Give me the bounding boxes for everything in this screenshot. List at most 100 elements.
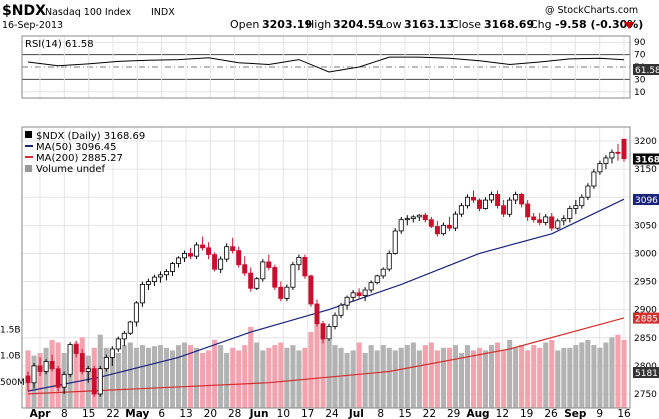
chg-label: Chg [530,18,552,31]
ma200-line [27,317,625,395]
candle-body [242,264,248,274]
candle-body [145,281,151,285]
volume-bar [489,345,495,408]
volume-bar [266,347,272,408]
ma200-badge [633,312,659,324]
volume-bar [242,345,248,408]
price-axis-label: 2850 [634,334,657,344]
volume-bar [591,345,597,408]
legend-symbol-swatch [25,131,32,138]
volume-bar [139,345,145,408]
volume-bar [392,350,398,408]
candle-body [434,226,440,235]
candle-body [350,292,356,298]
candle-body [585,185,591,198]
volume-bar [471,350,477,408]
volume-bar [163,347,169,408]
volume-bar [573,345,579,408]
legend-volume: Volume undef [36,164,106,175]
candle-body [260,261,266,280]
price-axis-label: 3200 [634,137,657,147]
volume-bar [320,337,326,408]
volume-bar [302,347,308,408]
candle-body [555,220,561,229]
chg-value: -9.58 (-0.30%) [555,18,643,31]
x-axis-label: 10 [277,408,290,419]
candle-body [194,244,200,257]
x-axis: Apr 8 15 22 May 6 13 20 28 Jun 10 17 24 Jul 8 15 22 29 Aug… [30,408,631,419]
volume-bar [296,350,302,408]
x-axis-label: 22 [106,408,119,419]
ma50-badge [633,194,659,205]
exchange: INDX [151,7,175,18]
volume-bar [458,353,464,408]
volume-bar [272,345,278,408]
rsi-panel-frame [21,35,631,99]
x-axis-label: 6 [158,408,165,419]
volume-bar [579,342,585,408]
volume-bar [621,339,627,408]
volume-bar [206,350,212,408]
candle-body [302,256,308,277]
x-axis-label: 15 [398,408,411,419]
candle-body [446,224,452,229]
volume-bar [338,347,344,408]
volume-bar [555,350,561,408]
candle-body [356,292,362,296]
volume-bar [121,345,127,408]
volume-bar [398,347,404,408]
candle-body [55,368,61,388]
candle-body [458,205,464,215]
candle-body [187,252,193,257]
candle-body [103,356,109,369]
legend-volume-swatch [25,165,32,172]
candle-body [609,151,615,159]
volume-bar [236,350,242,408]
copyright: @ StockCharts.com [545,5,638,16]
candle-body [163,270,169,276]
volume-bar [224,353,230,408]
volume-bar [133,347,139,408]
x-axis-label: 19 [520,408,533,419]
x-axis-label: 12 [496,408,509,419]
last-price-label: 3168 [635,156,659,166]
volume-bar [416,350,422,408]
volume-bar [170,350,176,408]
candle-body [314,303,320,325]
candle-body [79,353,85,372]
volume-bar [464,345,470,408]
volume-bar [344,353,350,408]
volume-bar [290,345,296,408]
candle-body [525,203,531,218]
volume-axis-label: 1.5B [0,325,21,335]
volume-bar [230,347,236,408]
volume-bar [284,347,290,408]
candle-body [49,360,55,370]
candle-body [398,219,404,232]
volume-bar [278,342,284,408]
candle-body [308,275,314,305]
legend-symbol: $NDX (Daily) 3168.69 [36,131,145,142]
volume-bar [188,345,194,408]
ma50-line [27,198,625,392]
volume-bar [218,345,224,408]
candlesticks [25,138,627,397]
candle-body [212,254,218,270]
down-arrow-icon [624,22,634,29]
candle-body [175,257,181,264]
x-axis-label: Jun [249,408,269,419]
legend-ma50: MA(50) 3096.45 [36,142,117,153]
candle-body [374,275,380,283]
volume-bar [194,347,200,408]
candle-body [531,216,537,221]
candle-body [519,193,525,205]
candle-body [380,268,386,277]
volume-badge [633,367,659,378]
candle-body [109,348,115,358]
ma200-value: 2885 [635,315,658,325]
price-axis-label: 3150 [634,165,657,175]
candle-body [422,214,428,221]
candle-body [482,199,488,209]
candle-body [25,375,31,384]
x-axis-label: 24 [325,408,339,419]
